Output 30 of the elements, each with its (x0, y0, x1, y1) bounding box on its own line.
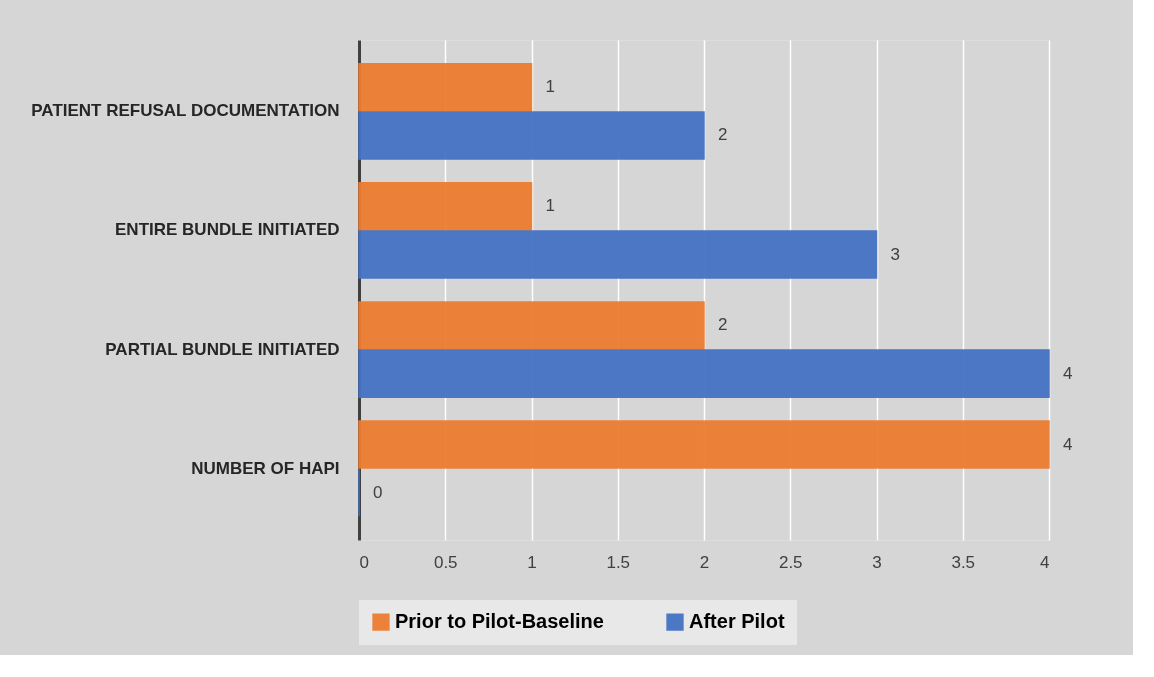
data-label: 1 (545, 77, 555, 97)
data-label: 2 (718, 315, 728, 335)
legend-label: Prior to Pilot-Baseline (395, 610, 604, 633)
data-label: 4 (1063, 434, 1073, 454)
data-label: 1 (545, 196, 555, 216)
x-tick-label: 3.5 (951, 552, 976, 572)
x-tick-label: 0 (359, 552, 369, 572)
legend-label: After Pilot (689, 610, 785, 633)
bar (358, 420, 1050, 469)
bar (358, 111, 705, 160)
x-tick-label: 1.5 (606, 552, 631, 572)
data-label: 2 (718, 125, 728, 145)
bar (358, 349, 1050, 398)
x-tick-label: 3 (872, 552, 882, 572)
y-tick-label: NUMBER OF HAPI (191, 458, 340, 478)
bar (358, 182, 533, 231)
y-tick-label: PATIENT REFUSAL DOCUMENTATION (31, 101, 340, 121)
x-tick-label: 4 (1040, 552, 1050, 572)
x-tick-label: 2 (699, 552, 710, 572)
data-label: 0 (373, 482, 383, 502)
y-tick-label: ENTIRE BUNDLE INITIATED (115, 220, 340, 240)
bar (358, 63, 533, 112)
bar (358, 301, 705, 350)
data-label: 3 (890, 244, 900, 264)
y-tick-label: PARTIAL BUNDLE INITIATED (105, 339, 340, 359)
x-tick-label: 1 (527, 552, 537, 572)
bar (358, 230, 878, 279)
data-label: 4 (1063, 363, 1073, 383)
x-tick-label: 0.5 (433, 552, 458, 572)
x-tick-label: 2.5 (778, 552, 803, 572)
